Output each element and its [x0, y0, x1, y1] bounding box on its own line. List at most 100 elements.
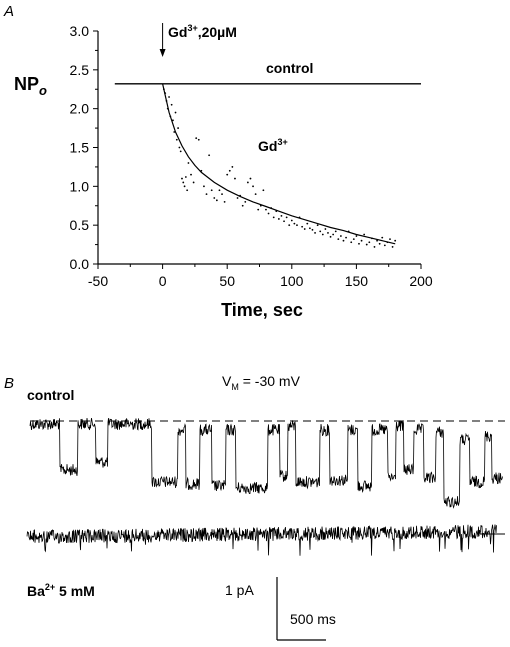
x-tick-label: 0: [159, 273, 167, 289]
data-point: [293, 222, 296, 225]
data-point: [342, 239, 345, 242]
x-tick-label: 50: [219, 273, 235, 289]
data-point: [332, 233, 335, 236]
data-point: [285, 216, 288, 219]
panel-a-axes: 0.0 0.5 1.0 1.5 2.0 2.5 3.0 -50 0 50 100 150 200: [70, 23, 433, 289]
data-point: [179, 150, 182, 153]
data-point: [234, 177, 236, 180]
ba-label: Ba2+ 5 mM: [27, 582, 95, 599]
data-point: [303, 228, 306, 230]
data-point: [352, 238, 355, 241]
data-point: [306, 222, 309, 225]
data-point: [210, 189, 213, 192]
data-point: [244, 200, 247, 203]
y-tick-label: 3.0: [70, 23, 90, 39]
y-tick-label: 0.5: [70, 217, 90, 233]
data-point: [290, 219, 293, 222]
data-point: [283, 220, 285, 223]
data-point: [226, 173, 229, 176]
data-point: [221, 193, 223, 196]
data-point: [345, 236, 347, 239]
data-point: [181, 177, 183, 180]
data-point: [296, 224, 298, 227]
y-axis-label: NPo: [14, 74, 47, 98]
scale-x-label: 500 ms: [290, 611, 336, 627]
data-point: [190, 173, 192, 176]
data-point: [373, 246, 376, 248]
data-point: [334, 230, 337, 233]
data-point: [223, 200, 226, 203]
data-point: [314, 232, 316, 234]
data-point: [168, 96, 170, 98]
data-point: [252, 185, 254, 188]
data-point: [308, 227, 311, 230]
data-point: [265, 208, 267, 211]
control-trace: [29, 418, 503, 509]
fit-curve: [162, 83, 396, 245]
data-point: [173, 131, 176, 133]
y-axis-label-sub: o: [39, 83, 47, 98]
data-point: [186, 189, 189, 192]
data-point: [215, 199, 218, 202]
data-point: [327, 232, 329, 234]
gd-arrow-label: Gd3+,20µM: [168, 23, 237, 40]
data-point: [203, 185, 205, 188]
data-point: [383, 244, 386, 247]
data-point: [170, 103, 173, 106]
panel-a-label: A: [3, 3, 14, 20]
data-point: [218, 189, 221, 192]
x-tick-label: 150: [345, 273, 369, 289]
data-point: [394, 239, 397, 242]
data-point: [205, 193, 208, 196]
data-point: [311, 228, 314, 231]
data-point: [358, 242, 360, 245]
data-point: [236, 197, 239, 199]
data-point: [360, 239, 363, 242]
scale-y-label: 1 pA: [225, 582, 254, 598]
y-tick-label: 1.5: [70, 140, 90, 156]
control-label: control: [266, 60, 313, 76]
data-point: [228, 169, 231, 172]
data-point: [280, 214, 283, 217]
data-point: [254, 193, 257, 196]
data-point: [301, 225, 304, 228]
panel-b-label: B: [4, 375, 14, 392]
x-tick-label: 100: [280, 273, 304, 289]
data-point: [368, 241, 371, 244]
data-point: [262, 189, 265, 192]
data-point: [321, 233, 324, 236]
data-point: [337, 238, 340, 241]
data-point: [288, 224, 291, 227]
gd-arrow-head: [159, 49, 166, 57]
trace-control-label: control: [27, 387, 74, 403]
data-point: [174, 111, 177, 114]
data-point: [183, 185, 186, 188]
y-tick-label: 1.0: [70, 178, 90, 194]
data-point: [378, 242, 381, 245]
y-tick-label: 0.0: [70, 256, 90, 272]
barium-trace: [26, 524, 497, 556]
data-point: [272, 216, 275, 219]
data-point: [365, 243, 368, 246]
y-tick-label: 2.0: [70, 101, 90, 117]
data-point: [389, 238, 391, 241]
data-point: [195, 137, 198, 140]
gd-label: Gd3+: [258, 137, 288, 154]
panel-b-traces: [26, 418, 503, 556]
data-point: [324, 228, 327, 230]
x-tick-label: -50: [88, 273, 108, 289]
data-point: [241, 204, 244, 207]
data-point: [192, 181, 195, 184]
data-point: [316, 224, 319, 227]
data-point: [391, 246, 394, 248]
data-point: [249, 177, 252, 180]
data-point: [339, 235, 342, 237]
data-point: [355, 235, 358, 237]
data-point: [246, 181, 249, 184]
data-point: [329, 235, 332, 238]
voltage-label: VM = -30 mV: [222, 373, 301, 392]
data-point: [182, 181, 185, 184]
data-point: [376, 239, 378, 242]
data-point: [231, 166, 234, 168]
